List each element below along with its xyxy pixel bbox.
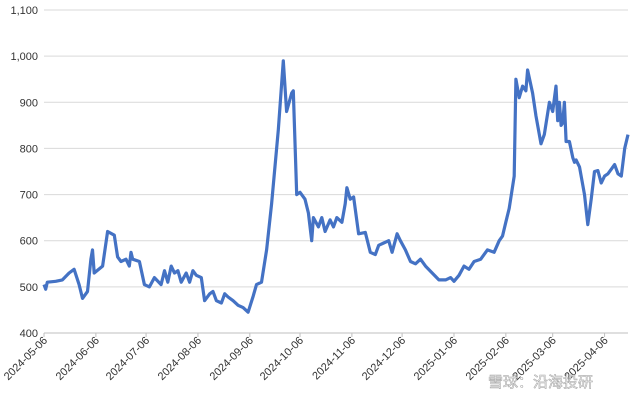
x-tick-label: 2024-08-06	[156, 335, 204, 383]
x-tick-label: 2024-10-06	[258, 335, 306, 383]
x-tick-label: 2024-06-06	[54, 335, 102, 383]
y-tick-label: 700	[20, 190, 38, 202]
x-tick-label: 2024-12-06	[360, 335, 408, 383]
x-tick-label: 2024-11-06	[310, 335, 358, 383]
x-tick-label: 2025-01-06	[412, 335, 460, 383]
y-tick-label: 800	[20, 143, 38, 155]
y-tick-label: 1,100	[10, 5, 38, 17]
x-tick-label: 2024-07-06	[104, 335, 152, 383]
y-tick-label: 400	[20, 328, 38, 340]
x-tick-label: 2024-09-06	[208, 335, 256, 383]
y-tick-label: 600	[20, 236, 38, 248]
y-tick-label: 900	[20, 97, 38, 109]
y-tick-label: 500	[20, 282, 38, 294]
watermark: 雪球：沿海投研	[488, 373, 593, 391]
y-tick-label: 1,000	[10, 51, 38, 63]
x-tick-label: 2024-05-06	[2, 335, 50, 383]
data-line	[42, 59, 630, 314]
